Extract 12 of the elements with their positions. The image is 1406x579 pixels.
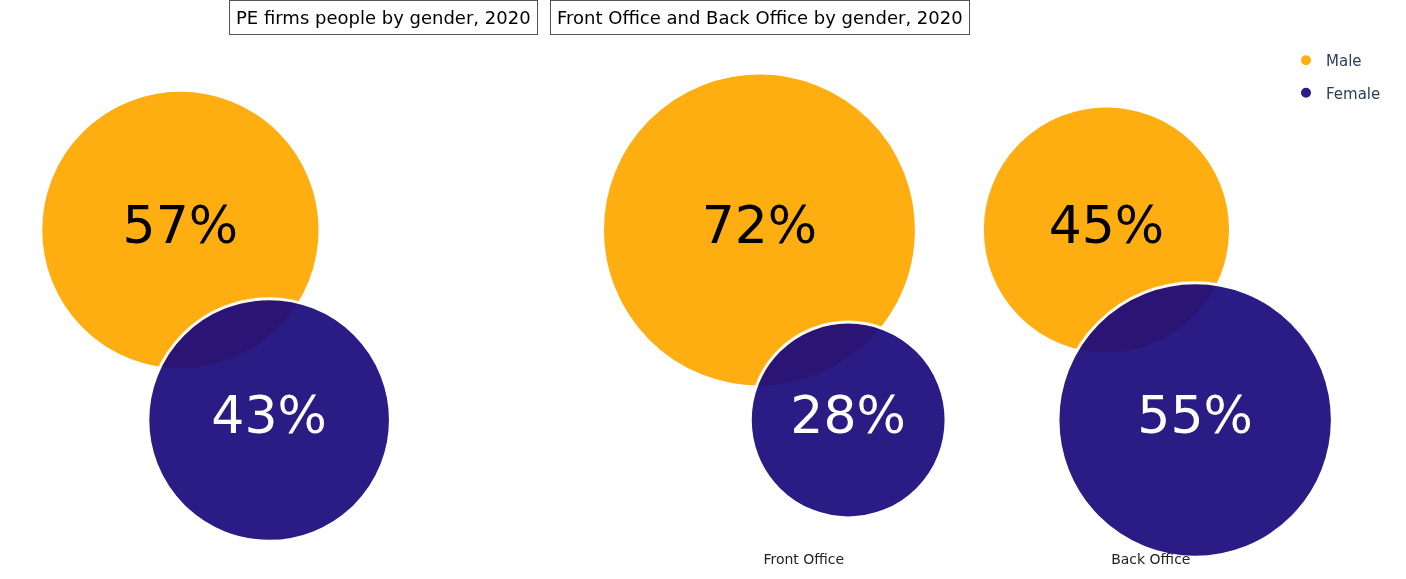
data-label: 57% — [122, 195, 239, 255]
text: Front Office and Back Office by gender, 2020 — [557, 7, 963, 28]
legend-label: Female — [1326, 84, 1381, 103]
category-label: Front Office — [763, 551, 845, 567]
data-label: 45% — [1048, 195, 1165, 255]
data-label: 28% — [790, 385, 906, 445]
category-label: Back Office — [1111, 551, 1191, 567]
legend-label: Male — [1326, 52, 1362, 71]
data-label: 43% — [211, 385, 327, 445]
data-label: 72% — [701, 195, 818, 255]
text: PE firms people by gender, 2020 — [236, 7, 531, 28]
data-label: 55% — [1137, 385, 1253, 445]
